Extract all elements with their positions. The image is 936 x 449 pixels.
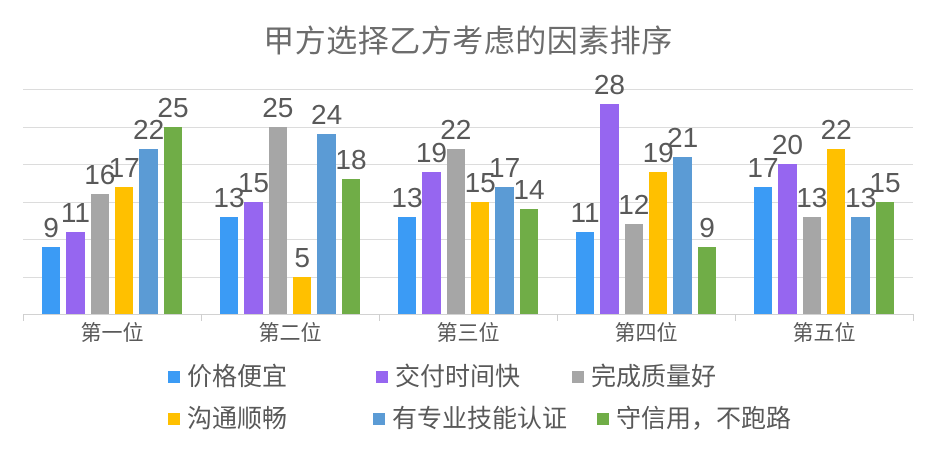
bar-第五位-series3 xyxy=(802,216,822,314)
bar-第一位-series6 xyxy=(163,126,183,314)
legend-label: 交付时间快 xyxy=(395,363,521,391)
bar-第二位-series5 xyxy=(317,134,336,314)
bar-第一位-series2 xyxy=(66,231,85,314)
data-label: 5 xyxy=(294,241,310,273)
bar-第二位-series3 xyxy=(268,126,288,314)
x-axis-tick xyxy=(735,314,736,321)
legend-item-series6: 守信用，不跑路 xyxy=(597,404,791,434)
data-label: 17 xyxy=(108,151,140,183)
legend-item-series4: 沟通顺畅 xyxy=(168,404,287,434)
data-label: 22 xyxy=(440,114,472,145)
legend-item-series5: 有专业技能认证 xyxy=(373,404,567,434)
data-label: 28 xyxy=(593,69,625,100)
data-label: 11 xyxy=(60,196,90,228)
data-label: 15 xyxy=(869,166,901,198)
bar-第三位-series4 xyxy=(470,201,490,314)
bar-第三位-series6 xyxy=(519,209,539,314)
x-axis-tick xyxy=(557,314,558,321)
category-label: 第一位 xyxy=(80,322,144,345)
data-label: 19 xyxy=(642,136,674,168)
gridline xyxy=(23,89,913,90)
bar-第五位-series4 xyxy=(826,149,846,314)
category-label: 第三位 xyxy=(436,322,500,345)
x-axis-tick xyxy=(379,314,380,321)
legend-swatch-icon xyxy=(168,371,180,383)
legend-item-series1: 价格便宜 xyxy=(168,362,287,392)
data-label: 15 xyxy=(237,166,269,198)
x-axis-line xyxy=(23,314,913,315)
gridline xyxy=(23,164,913,165)
legend-label: 沟通顺畅 xyxy=(187,405,288,433)
bar-第五位-series5 xyxy=(851,216,870,314)
legend-swatch-icon xyxy=(572,371,584,383)
bar-第二位-series2 xyxy=(244,201,263,314)
data-label: 13 xyxy=(845,181,877,213)
legend-swatch-icon xyxy=(373,413,385,425)
legend-swatch-icon xyxy=(597,413,609,425)
bar-第四位-series2 xyxy=(600,104,619,314)
x-axis-tick xyxy=(23,314,24,321)
chart-title: 甲方选择乙方考虑的因素排序 xyxy=(263,24,673,59)
legend-label: 价格便宜 xyxy=(187,363,288,391)
data-label: 13 xyxy=(213,181,245,213)
gridline xyxy=(23,126,913,128)
legend-label: 守信用，不跑路 xyxy=(616,405,792,433)
data-label: 20 xyxy=(771,129,803,160)
x-axis-tick xyxy=(201,314,202,321)
bar-第一位-series5 xyxy=(139,149,158,314)
data-label: 15 xyxy=(464,166,496,198)
data-label: 9 xyxy=(699,211,715,243)
data-label: 17 xyxy=(747,151,779,183)
data-label: 25 xyxy=(157,91,189,123)
data-label: 9 xyxy=(43,211,59,243)
legend-swatch-icon xyxy=(376,371,388,383)
bar-第三位-series5 xyxy=(495,186,514,314)
data-label: 22 xyxy=(133,114,165,145)
x-axis-tick xyxy=(913,314,914,321)
data-label: 21 xyxy=(667,121,699,153)
data-label: 25 xyxy=(262,91,294,123)
bar-第四位-series5 xyxy=(673,156,692,314)
bar-第二位-series1 xyxy=(219,216,239,314)
data-label: 24 xyxy=(311,99,343,130)
data-label: 17 xyxy=(489,151,521,183)
gridline xyxy=(23,201,913,203)
category-label: 第四位 xyxy=(614,322,678,345)
legend-label: 完成质量好 xyxy=(591,363,717,391)
data-label: 19 xyxy=(415,136,447,168)
data-label: 18 xyxy=(335,144,367,175)
legend-label: 有专业技能认证 xyxy=(392,405,568,433)
data-label: 13 xyxy=(796,181,828,213)
category-label: 第二位 xyxy=(258,322,322,345)
bar-第三位-series1 xyxy=(397,216,417,314)
bar-第四位-series3 xyxy=(624,224,644,314)
legend-item-series2: 交付时间快 xyxy=(376,362,520,392)
bar-第一位-series3 xyxy=(90,194,110,314)
category-label: 第五位 xyxy=(792,322,856,345)
data-label: 12 xyxy=(618,189,650,220)
data-label: 14 xyxy=(513,174,545,205)
bar-第四位-series6 xyxy=(697,246,717,314)
data-label: 13 xyxy=(391,181,423,213)
bar-第三位-series3 xyxy=(446,149,466,314)
legend-swatch-icon xyxy=(168,413,180,425)
bar-第三位-series2 xyxy=(422,171,441,314)
bar-第五位-series1 xyxy=(753,186,773,314)
bar-第四位-series1 xyxy=(575,231,595,314)
data-label: 16 xyxy=(84,159,116,190)
data-label: 22 xyxy=(820,114,852,145)
bar-第五位-series6 xyxy=(875,201,895,314)
bar-第四位-series4 xyxy=(648,171,668,314)
gridline xyxy=(23,276,913,278)
bar-第一位-series4 xyxy=(114,186,134,314)
data-label: 11 xyxy=(570,196,600,228)
bar-第二位-series6 xyxy=(341,179,361,314)
gridline xyxy=(23,239,913,240)
legend-item-series3: 完成质量好 xyxy=(572,362,716,392)
bar-第二位-series4 xyxy=(292,276,312,314)
bar-第一位-series1 xyxy=(41,246,61,314)
bar-第五位-series2 xyxy=(778,164,797,314)
